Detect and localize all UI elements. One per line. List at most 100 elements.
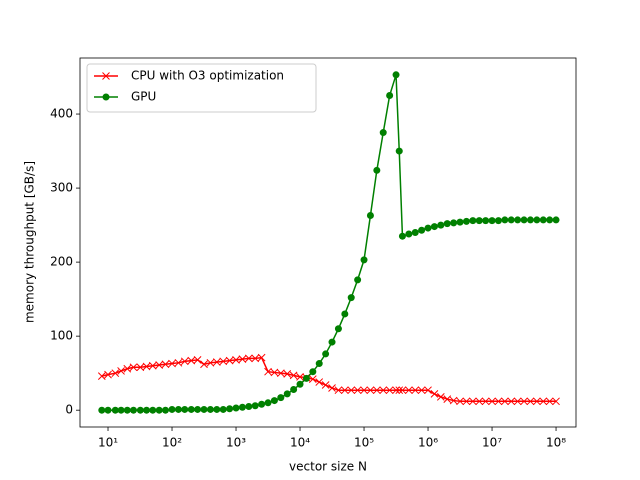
marker — [258, 400, 266, 408]
series-line — [101, 74, 557, 411]
legend-marker — [102, 72, 110, 80]
marker — [552, 397, 560, 406]
x-tick-label: 10⁶ — [418, 436, 438, 450]
marker — [379, 129, 387, 137]
marker — [302, 374, 310, 382]
x-tick-label: 10⁸ — [546, 436, 566, 450]
marker — [290, 385, 298, 393]
marker — [539, 397, 548, 406]
marker — [507, 216, 515, 224]
marker — [468, 397, 477, 406]
marker — [395, 386, 404, 395]
marker — [296, 373, 304, 381]
marker — [353, 386, 362, 395]
plot-frame — [79, 57, 577, 428]
marker — [520, 216, 528, 224]
marker — [206, 358, 215, 367]
marker — [117, 406, 125, 414]
marker — [436, 393, 445, 401]
y-tick-label: 0 — [65, 403, 73, 417]
marker — [111, 369, 120, 378]
legend-marker — [102, 93, 110, 101]
marker — [488, 397, 496, 406]
legend-label: GPU — [131, 90, 156, 104]
marker — [308, 375, 317, 383]
y-tick-label: 300 — [50, 181, 73, 195]
marker — [450, 219, 458, 227]
marker — [296, 380, 304, 388]
legend-label: CPU with O3 optimization — [131, 69, 284, 83]
marker — [334, 325, 342, 333]
marker — [155, 361, 164, 369]
marker — [180, 357, 189, 366]
x-tick-label: 10¹ — [98, 436, 118, 450]
marker — [193, 355, 202, 364]
y-tick-label: 100 — [50, 329, 73, 343]
marker — [456, 397, 464, 406]
y-tick-label: 200 — [50, 255, 73, 269]
marker — [334, 386, 343, 395]
marker — [321, 381, 330, 389]
marker — [129, 363, 138, 372]
marker — [219, 405, 227, 413]
marker — [168, 405, 176, 413]
marker — [289, 371, 298, 380]
marker — [98, 406, 106, 414]
marker — [449, 396, 458, 405]
marker — [520, 397, 528, 406]
marker — [347, 294, 355, 302]
marker — [155, 406, 163, 414]
marker — [328, 338, 336, 346]
marker — [136, 363, 145, 372]
marker — [341, 310, 349, 318]
marker — [417, 386, 426, 395]
marker — [546, 216, 554, 224]
marker — [430, 223, 438, 231]
marker — [174, 358, 183, 367]
marker — [456, 218, 464, 226]
marker — [469, 217, 477, 225]
marker — [212, 358, 221, 366]
marker — [200, 360, 208, 369]
marker — [174, 405, 182, 413]
marker — [187, 356, 196, 365]
marker — [386, 92, 394, 100]
marker — [347, 386, 356, 395]
x-tick-label: 10³ — [226, 436, 246, 450]
marker — [213, 405, 221, 413]
marker — [411, 386, 420, 395]
marker — [366, 386, 375, 395]
marker — [494, 397, 503, 406]
marker — [97, 372, 106, 380]
marker — [360, 256, 368, 264]
marker — [257, 353, 266, 362]
marker — [482, 217, 490, 225]
marker — [277, 394, 285, 402]
marker — [488, 217, 496, 225]
marker — [238, 403, 246, 411]
marker — [462, 397, 471, 406]
marker — [545, 397, 554, 406]
marker — [225, 356, 234, 365]
marker — [161, 406, 169, 414]
marker — [129, 406, 137, 414]
marker — [418, 226, 426, 234]
marker — [232, 355, 240, 364]
legend-box — [86, 63, 317, 113]
marker — [507, 397, 516, 406]
marker — [494, 217, 502, 225]
marker — [245, 402, 253, 410]
marker — [232, 404, 240, 412]
marker — [123, 406, 131, 414]
marker — [392, 386, 400, 395]
marker — [501, 216, 509, 224]
marker — [148, 361, 157, 370]
marker — [424, 386, 432, 395]
marker — [123, 364, 132, 373]
marker — [354, 276, 362, 284]
x-tick-label: 10⁷ — [482, 436, 502, 450]
marker — [372, 386, 381, 395]
marker — [194, 405, 202, 413]
